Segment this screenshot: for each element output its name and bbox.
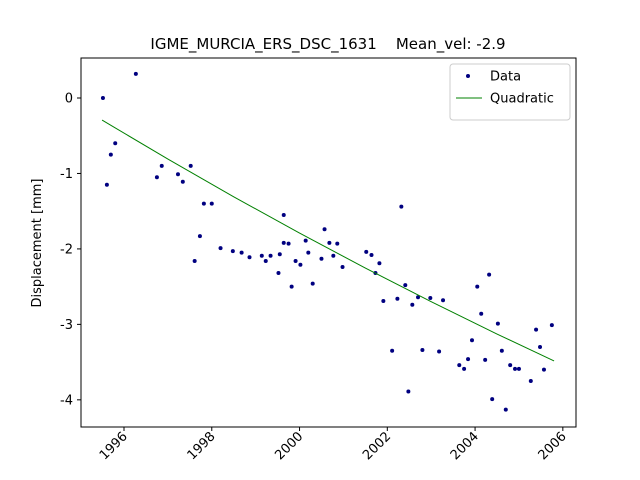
- data-point: [159, 163, 164, 168]
- data-point: [406, 389, 411, 394]
- data-point: [508, 363, 513, 368]
- data-point: [108, 152, 113, 157]
- data-point: [403, 283, 408, 288]
- plot-area: [100, 71, 555, 412]
- data-point: [175, 172, 180, 177]
- data-point: [395, 296, 400, 301]
- data-point: [230, 249, 235, 254]
- data-point: [180, 179, 185, 184]
- data-point: [364, 249, 369, 254]
- data-point: [289, 284, 294, 289]
- data-point: [319, 256, 324, 261]
- data-point: [469, 338, 474, 343]
- data-point: [303, 238, 308, 243]
- data-point: [331, 253, 336, 258]
- chart-title: IGME_MURCIA_ERS_DSC_1631 Mean_vel: -2.9: [150, 35, 505, 54]
- data-point: [104, 182, 109, 187]
- data-point: [390, 348, 395, 353]
- data-point: [513, 366, 518, 371]
- data-point: [541, 367, 546, 372]
- data-point: [499, 348, 504, 353]
- data-point: [534, 327, 539, 332]
- data-point: [281, 212, 286, 217]
- data-point: [428, 295, 433, 300]
- data-point: [381, 298, 386, 303]
- data-point: [516, 366, 521, 371]
- data-point: [399, 204, 404, 209]
- data-point: [286, 241, 291, 246]
- data-point: [495, 321, 500, 326]
- data-point: [113, 141, 118, 146]
- data-point: [281, 240, 286, 245]
- data-point: [263, 258, 268, 263]
- data-point: [487, 272, 492, 277]
- data-point: [100, 95, 105, 100]
- data-point: [268, 253, 273, 258]
- data-point: [441, 298, 446, 303]
- data-point: [133, 71, 138, 76]
- data-point: [483, 357, 488, 362]
- data-point: [306, 250, 311, 255]
- data-point: [549, 323, 554, 328]
- y-tick-label: -4: [60, 393, 73, 408]
- data-point: [327, 240, 332, 245]
- data-point: [457, 363, 462, 368]
- y-tick-label: -1: [60, 167, 73, 182]
- data-point: [298, 262, 303, 267]
- data-point: [322, 227, 327, 232]
- data-point: [154, 175, 159, 180]
- y-tick-label: 0: [65, 91, 73, 106]
- y-tick-label: -2: [60, 242, 73, 257]
- y-axis-label: Displacement [mm]: [30, 179, 45, 308]
- data-point: [369, 252, 374, 257]
- data-point: [197, 234, 202, 239]
- data-point: [218, 246, 223, 251]
- data-point: [410, 302, 415, 307]
- data-point: [277, 252, 282, 257]
- data-point: [437, 349, 442, 354]
- legend-label: Data: [490, 70, 521, 85]
- data-point: [503, 407, 508, 412]
- legend-marker: [466, 74, 470, 78]
- data-point: [259, 253, 264, 258]
- data-point: [209, 201, 214, 206]
- data-point: [479, 311, 484, 316]
- data-point: [475, 284, 480, 289]
- fit-line: [101, 119, 555, 362]
- data-point: [528, 378, 533, 383]
- axes-frame: [80, 57, 577, 428]
- data-point: [538, 345, 543, 350]
- data-point: [239, 250, 244, 255]
- legend-label: Quadratic: [490, 92, 554, 107]
- y-tick-label: -3: [60, 318, 73, 333]
- data-point: [201, 201, 206, 206]
- data-point: [276, 271, 281, 276]
- data-point: [310, 281, 315, 286]
- data-point: [335, 241, 340, 246]
- data-point: [377, 261, 382, 266]
- data-point: [490, 397, 495, 402]
- data-point: [340, 265, 345, 270]
- data-point: [188, 163, 193, 168]
- data-point: [247, 255, 252, 260]
- data-point: [192, 258, 197, 263]
- legend-box: [449, 63, 571, 121]
- data-point: [462, 366, 467, 371]
- data-point: [293, 258, 298, 263]
- data-point: [466, 357, 471, 362]
- data-point: [416, 295, 421, 300]
- data-point: [420, 348, 425, 353]
